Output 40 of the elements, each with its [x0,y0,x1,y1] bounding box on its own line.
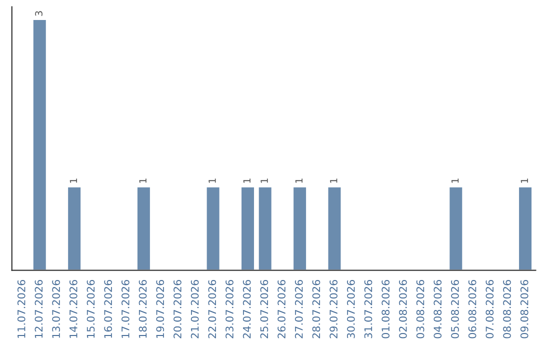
data-label: 3 [35,11,42,16]
data-label: 1 [295,178,302,183]
x-tick-label: 27.07.2026 [294,280,303,338]
x-tick-label: 07.08.2026 [486,280,494,338]
x-tick-label: 29.07.2026 [330,280,338,338]
data-label: 1 [139,178,146,183]
data-label: 1 [243,178,250,183]
data-label: 1 [208,178,216,183]
x-tick-label: 31.07.2026 [364,280,372,338]
x-tick-label: 05.08.2026 [451,280,459,338]
x-tick-label: 28.07.2026 [312,280,320,338]
x-tick-label: 16.07.2026 [104,280,112,338]
x-tick-label: 03.08.2026 [416,280,424,338]
x-tick-label: 13.07.2026 [52,280,60,338]
x-tick-label: 23.07.2026 [226,280,234,338]
data-label: 1 [451,178,459,183]
x-tick-label: 09.08.2026 [520,280,528,338]
x-tick-label: 06.08.2026 [468,280,476,338]
x-tick-label: 15.07.2026 [86,280,95,338]
x-tick-label: 14.07.2026 [69,280,78,338]
x-tick-label: 21.07.2026 [190,280,199,338]
data-label: 1 [330,178,338,183]
x-tick-label: 02.08.2026 [399,280,407,338]
x-tick-label: 08.08.2026 [503,280,511,338]
data-label: 1 [520,178,528,183]
x-tick-label: 18.07.2026 [138,280,147,338]
x-tick-label: 24.07.2026 [242,280,251,338]
x-tick-label: 01.08.2026 [382,280,390,338]
data-label: 1 [70,178,77,183]
x-tick-label: 12.07.2026 [34,280,43,338]
x-tick-label: 17.07.2026 [121,280,130,338]
x-tick-label: 26.07.2026 [278,280,286,338]
x-tick-label: 22.07.2026 [208,280,216,338]
x-tick-label: 04.08.2026 [434,280,442,338]
x-tick-label: 25.07.2026 [260,280,268,338]
x-tick-label: 20.07.2026 [174,280,182,338]
data-label: 1 [260,178,268,183]
x-tick-label: 11.07.2026 [17,280,26,338]
x-tick-label: 30.07.2026 [346,280,355,338]
x-tick-label: 19.07.2026 [156,280,164,338]
